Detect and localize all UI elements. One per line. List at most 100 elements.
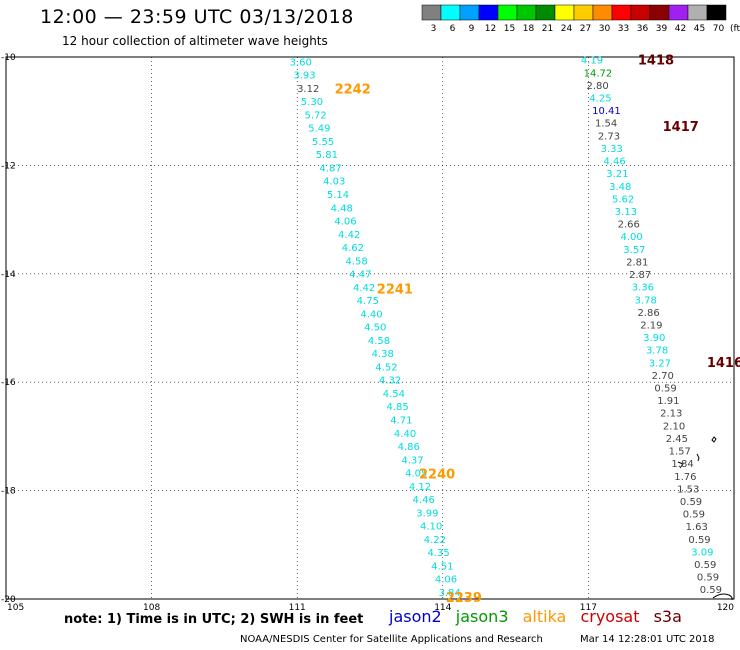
- swh-value: 3.13: [615, 207, 637, 218]
- colorbar-label: 3: [431, 24, 437, 34]
- pass-label: 2239: [446, 591, 482, 606]
- x-tick-label: 108: [143, 603, 160, 613]
- colorbar-label: 42: [675, 24, 686, 34]
- swh-value: 4.12: [409, 482, 431, 493]
- credit-text: NOAA/NESDIS Center for Satellite Applica…: [240, 634, 543, 645]
- swh-value: 10.41: [592, 106, 621, 117]
- colorbar-swatch: [497, 4, 518, 21]
- swh-value: 0.59: [683, 510, 705, 521]
- swh-value: 5.49: [308, 124, 330, 135]
- swh-value: 2.87: [629, 270, 651, 281]
- swh-value: 4.58: [368, 336, 390, 347]
- y-tick-label: -18: [1, 487, 16, 497]
- swh-value: 1.84: [671, 459, 693, 470]
- swh-value: 4.52: [375, 362, 397, 373]
- map-subtitle: 12 hour collection of altimeter wave hei…: [62, 34, 328, 48]
- colorbar-label: 18: [523, 24, 535, 34]
- swh-value: 4.25: [589, 94, 611, 105]
- map-frame: [5, 56, 735, 600]
- colorbar-swatch: [611, 4, 632, 21]
- colorbar-swatch: [554, 4, 575, 21]
- y-tick-label: -20: [1, 595, 16, 605]
- swh-value: 4.62: [342, 243, 364, 254]
- coastline-marks: [677, 436, 733, 601]
- legend-s3a: s3a: [653, 607, 682, 626]
- swh-value: 0.59: [694, 560, 716, 571]
- colorbar-label: 9: [469, 24, 475, 34]
- legend-cryosat: cryosat: [580, 607, 640, 626]
- swh-value: 4.00: [620, 232, 642, 243]
- y-tick-label: -12: [1, 161, 16, 171]
- coast-fragment: [696, 453, 700, 462]
- swh-value: 4.37: [401, 455, 423, 466]
- colorbar-swatch: [706, 4, 727, 21]
- swh-value: 4.32: [379, 376, 401, 387]
- colorbar-label: 36: [637, 24, 649, 34]
- west-track: 3.60 3.93 3.12 5.30 5.72 5.49 5.55 5.81 4.87 4.03…: [290, 57, 461, 599]
- colorbar-swatch: [421, 4, 442, 21]
- swh-value: 3.78: [646, 346, 668, 357]
- swh-value: 1.76: [674, 472, 696, 483]
- swh-value: 4.38: [372, 349, 394, 360]
- colorbar-label: 30: [599, 24, 611, 34]
- pass-label: 2240: [419, 467, 455, 482]
- pass-label: 1417: [663, 120, 699, 135]
- swh-value: 4.40: [394, 429, 416, 440]
- colorbar-swatch: [535, 4, 556, 21]
- swh-value: 3.57: [623, 245, 645, 256]
- satellite-legend: jason2 jason3 altika cryosat s3a: [389, 607, 691, 626]
- swh-value: 14.72: [584, 68, 613, 79]
- swh-value: 2.80: [586, 81, 608, 92]
- colorbar-label: 15: [504, 24, 515, 34]
- colorbar-swatch: [668, 4, 689, 21]
- y-tick-label: -16: [1, 378, 16, 388]
- swh-value: 3.33: [601, 144, 623, 155]
- swh-value: 4.46: [603, 157, 625, 168]
- swh-value: 2.66: [618, 220, 640, 231]
- swh-value: 4.22: [424, 535, 446, 546]
- colorbar-swatch: [459, 4, 480, 21]
- swh-value: 5.30: [301, 97, 323, 108]
- colorbar-swatch: [687, 4, 708, 21]
- swh-value: 4.47: [349, 270, 371, 281]
- colorbar-label: 45: [694, 24, 705, 34]
- swh-value: 4.42: [353, 283, 375, 294]
- swh-value: 4.05: [405, 469, 427, 480]
- colorbar-unit: (ft): [730, 24, 740, 34]
- swh-value: 1.63: [686, 522, 708, 533]
- swh-value: 4.51: [431, 561, 453, 572]
- swh-value: 5.72: [305, 110, 327, 121]
- swh-value: 3.84: [439, 588, 461, 599]
- colorbar-label: 6: [450, 24, 456, 34]
- colorbar-label: 21: [542, 24, 553, 34]
- swh-value: 5.14: [327, 190, 349, 201]
- swh-value: 3.36: [632, 283, 654, 294]
- swh-value: 2.19: [640, 320, 662, 331]
- swh-value: 4.35: [427, 548, 449, 559]
- east-track: 4.1914.722.804.2510.411.542.733.334.463.…: [581, 56, 722, 597]
- coast-fragment: [677, 461, 684, 469]
- timestamp-text: Mar 14 12:28:01 UTC 2018: [580, 634, 715, 645]
- colorbar-label: 27: [580, 24, 591, 34]
- swh-value: 4.50: [364, 323, 386, 334]
- swh-value: 3.21: [606, 169, 628, 180]
- colorbar-swatch: [649, 4, 670, 21]
- swh-value: 2.73: [598, 131, 620, 142]
- swh-value: 1.54: [595, 119, 617, 130]
- colorbar-swatch: [592, 4, 613, 21]
- colorbar-swatch: [573, 4, 594, 21]
- legend-jason3: jason3: [455, 607, 509, 626]
- colorbar-swatch: [516, 4, 537, 21]
- swh-value: 0.59: [700, 585, 722, 596]
- y-tick-label: -10: [1, 53, 16, 63]
- swh-value: 3.27: [649, 358, 671, 369]
- swh-value: 2.86: [637, 308, 659, 319]
- swh-value: 3.93: [293, 71, 315, 82]
- swh-value: 3.60: [290, 57, 312, 68]
- x-tick-label: 114: [434, 603, 451, 613]
- swh-value: 4.46: [413, 495, 435, 506]
- swh-value: 0.59: [654, 384, 676, 395]
- pass-label: 2241: [377, 282, 413, 297]
- swh-value: 3.90: [643, 333, 665, 344]
